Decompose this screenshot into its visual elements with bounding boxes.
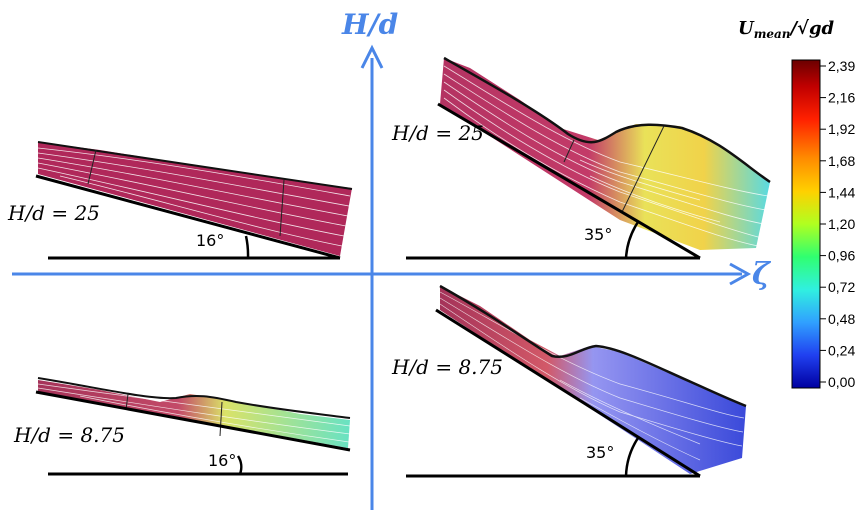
colorbar-tick-label: 1,68 <box>828 153 855 169</box>
incline-wall <box>437 102 701 260</box>
streamlines <box>443 65 769 247</box>
panel-top-right: 35° H/d = 25 <box>391 56 771 260</box>
panel-label: H/d = 8.75 <box>391 355 503 379</box>
panel-bottom-right: 35° H/d = 8.75 <box>391 284 747 478</box>
flow-region <box>38 142 352 256</box>
angle-arc <box>624 221 640 259</box>
panel-label: H/d = 25 <box>391 121 484 145</box>
colorbar-tick-label: 0,72 <box>828 279 855 295</box>
horizontal-axis-arrowhead <box>729 262 752 286</box>
panel-label: H/d = 8.75 <box>13 423 125 447</box>
angle-arc <box>624 437 640 477</box>
angle-label: 35° <box>586 443 614 462</box>
section-line <box>563 139 575 163</box>
angle-label: 35° <box>584 225 612 244</box>
colorbar-title: Umean/√gd <box>738 18 835 41</box>
horizontal-axis-label: ζ <box>752 257 772 292</box>
colorbar-title-u: U <box>738 18 755 39</box>
colorbar-tick-label: 1,92 <box>828 121 855 137</box>
streamlines <box>439 291 745 461</box>
colorbar-tick-label: 2,39 <box>828 58 855 74</box>
angle-label: 16° <box>208 451 236 470</box>
axes-group: H/d ζ <box>12 8 772 510</box>
panel-top-left: 16° H/d = 25 <box>7 141 353 260</box>
colorbar-tick-label: 0,48 <box>828 311 855 327</box>
colorbar-ticks: 2,39 2,16 1,92 1,68 1,44 1,20 0,96 0,72 0,48 0,24… <box>820 58 855 390</box>
streamlines <box>37 383 351 443</box>
flow-region <box>38 380 350 448</box>
angle-arc <box>236 455 243 475</box>
free-surface <box>37 141 353 190</box>
vertical-axis-arrowhead <box>360 44 384 69</box>
colorbar-title-rest: /√gd <box>789 18 835 39</box>
incline-wall <box>35 390 351 452</box>
section-line <box>87 149 97 185</box>
incline-wall <box>435 308 701 478</box>
colorbar-tick-label: 0,00 <box>828 374 855 390</box>
incline-wall <box>35 174 341 260</box>
free-surface <box>439 284 747 408</box>
colorbar-tick-label: 1,44 <box>828 184 855 200</box>
colorbar-tick-label: 0,24 <box>828 342 855 358</box>
colorbar-tick-label: 1,20 <box>828 216 855 232</box>
colorbar-title-sub: mean <box>754 27 791 41</box>
colorbar-tick-label: 0,96 <box>828 248 855 264</box>
angle-label: 16° <box>196 231 224 250</box>
angle-arc <box>244 235 250 259</box>
section-line <box>219 401 223 437</box>
flow-region <box>440 58 770 250</box>
colorbar-tick-label: 2,16 <box>828 90 855 106</box>
streamlines <box>37 147 351 247</box>
section-line <box>621 125 665 213</box>
colorbar-gradient <box>791 59 821 389</box>
free-surface <box>37 377 351 419</box>
colorbar: Umean/√gd 2,39 2,16 1,92 1,68 1,44 1,20 0,96 0,… <box>738 18 855 390</box>
panel-label: H/d = 25 <box>7 201 100 225</box>
vertical-axis-label: H/d <box>341 8 398 41</box>
section-line <box>279 179 285 237</box>
free-surface <box>443 56 771 184</box>
panel-bottom-left: 16° H/d = 8.75 <box>13 377 351 476</box>
